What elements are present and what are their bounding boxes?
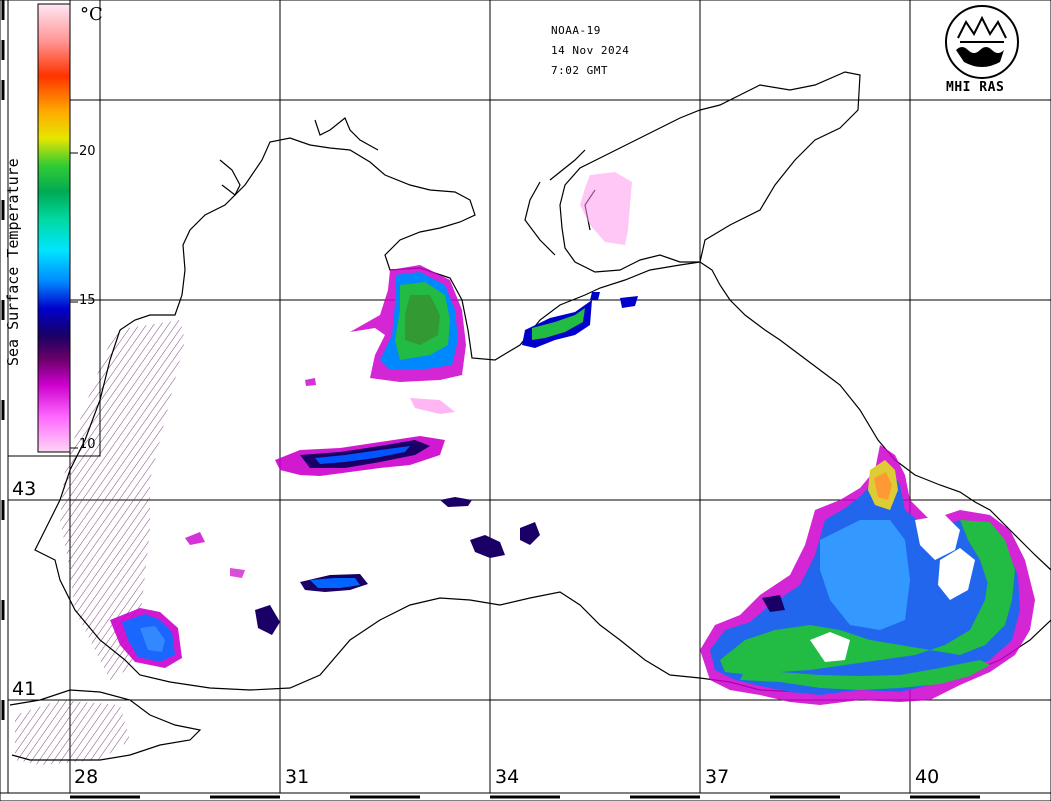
- longitude-label-31: 31: [285, 766, 310, 788]
- legend-tick-10: 10: [79, 437, 96, 452]
- acquisition-date: 14 Nov 2024: [551, 44, 630, 57]
- longitude-label-28: 28: [74, 766, 99, 788]
- legend-title: Sea Surface Temperature: [4, 158, 22, 366]
- legend-unit: °C: [80, 4, 103, 25]
- legend-tick-15: 15: [79, 293, 96, 308]
- organization-label: MHI RAS: [946, 80, 1005, 95]
- sst-patches: [110, 172, 1035, 705]
- satellite-name: NOAA-19: [551, 24, 601, 37]
- longitude-label-37: 37: [705, 766, 730, 788]
- latitude-label-41: 41: [12, 678, 37, 700]
- latitude-label-43: 43: [12, 478, 37, 500]
- acquisition-time: 7:02 GMT: [551, 64, 608, 77]
- legend-colorbar: [7, 0, 101, 457]
- mhi-ras-logo: [945, 5, 1019, 79]
- swath-edge-hatch: [15, 320, 185, 765]
- longitude-label-40: 40: [915, 766, 940, 788]
- longitude-label-34: 34: [495, 766, 520, 788]
- legend-tick-20: 20: [79, 144, 96, 159]
